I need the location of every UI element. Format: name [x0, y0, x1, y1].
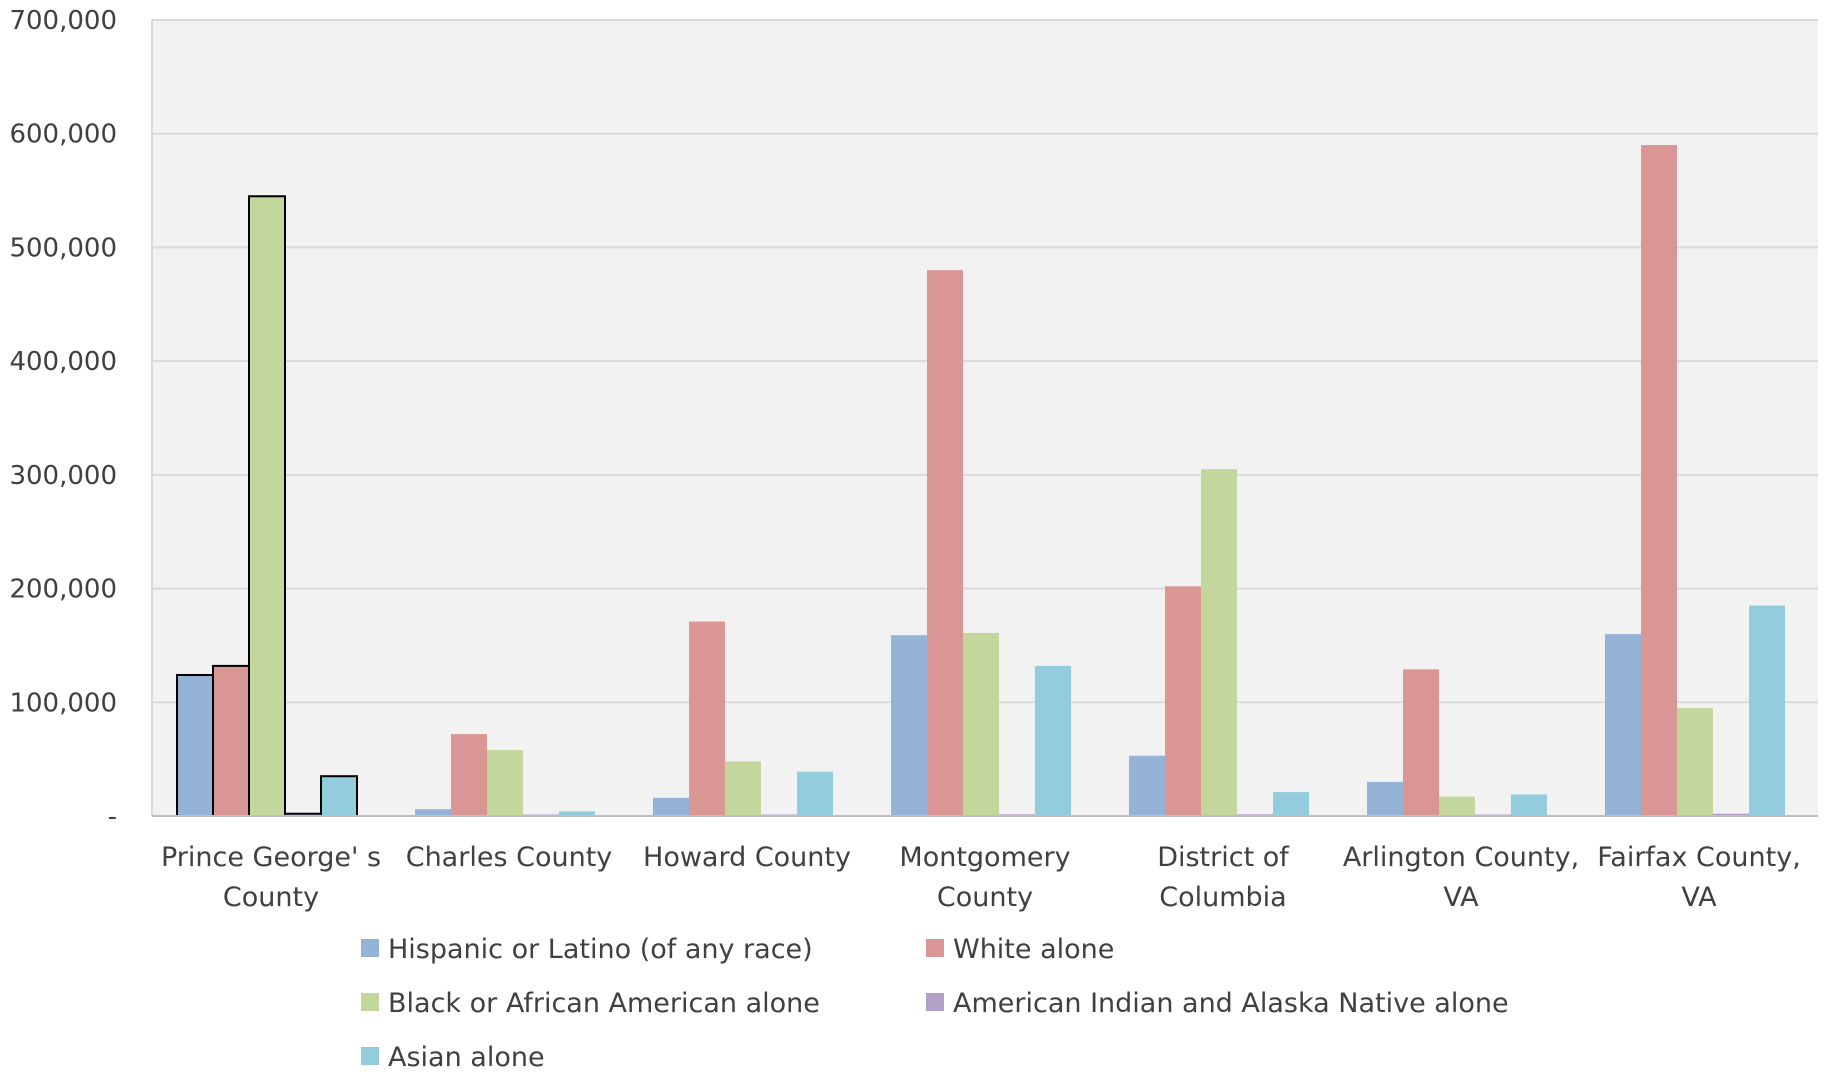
bar: [487, 750, 523, 816]
bar: [248, 195, 286, 817]
x-axis-ticks: Prince George' s County Charles County Howa…: [161, 842, 1801, 913]
bar: [1641, 145, 1677, 817]
y-tick-label: 700,000: [9, 6, 117, 36]
gridlines: [151, 19, 1818, 816]
x-tick-label: Charles County: [406, 842, 613, 873]
x-tick-label: Fairfax County,: [1597, 842, 1801, 873]
bar: [1713, 813, 1749, 816]
x-tick-label: Howard County: [643, 842, 851, 873]
y-tick-label: 300,000: [9, 461, 117, 491]
bar: [1605, 634, 1641, 816]
bar: [1749, 605, 1785, 816]
x-tick-label: Prince George' s: [161, 842, 381, 873]
legend-swatch: [361, 939, 379, 957]
bar: [212, 664, 250, 818]
bar: [1511, 794, 1547, 816]
x-tick-label: County: [223, 882, 319, 913]
bar: [451, 734, 487, 816]
y-tick-label: 600,000: [9, 120, 117, 150]
bar: [963, 632, 999, 816]
x-tick-label: Arlington County,: [1343, 842, 1579, 873]
bar: [1439, 796, 1475, 816]
bar: [176, 673, 214, 817]
legend-swatch: [361, 1047, 379, 1065]
x-tick-label: VA: [1443, 882, 1479, 913]
legend-swatch: [926, 993, 944, 1011]
legend-label: Asian alone: [388, 1042, 545, 1073]
legend-swatch: [926, 939, 944, 957]
bar: [1201, 469, 1237, 816]
bar: [559, 811, 595, 816]
y-tick-label: 100,000: [9, 688, 117, 718]
y-tick-label: 200,000: [9, 575, 117, 605]
y-tick-label: 500,000: [9, 233, 117, 263]
bar: [1403, 669, 1439, 816]
bar: [1367, 781, 1403, 816]
bar: [1677, 707, 1713, 816]
legend-label: White alone: [953, 934, 1114, 965]
legend: Hispanic or Latino (of any race) White al…: [361, 934, 1509, 1073]
bar: [725, 761, 761, 816]
bar: [1129, 755, 1165, 816]
x-tick-label: District of: [1157, 842, 1290, 873]
y-axis-ticks: - 100,000 200,000 300,000 400,000 500,000 600,…: [9, 6, 117, 832]
bar: [1165, 586, 1201, 816]
legend-label: Black or African American alone: [388, 988, 820, 1019]
bar: [320, 775, 358, 818]
bar: [797, 771, 833, 816]
x-tick-label: Montgomery: [899, 842, 1070, 873]
y-tick-label: -: [108, 802, 117, 832]
bar: [927, 270, 963, 817]
legend-label: American Indian and Alaska Native alone: [953, 988, 1509, 1019]
bars: [176, 145, 1785, 818]
x-tick-label: Columbia: [1159, 882, 1286, 913]
bar: [653, 797, 689, 816]
bar: [1273, 792, 1309, 816]
bar: [415, 809, 451, 816]
bar: [891, 635, 927, 816]
bar: [689, 621, 725, 816]
y-tick-label: 400,000: [9, 347, 117, 377]
x-tick-label: County: [937, 882, 1033, 913]
legend-label: Hispanic or Latino (of any race): [388, 934, 813, 965]
x-tick-label: VA: [1681, 882, 1717, 913]
legend-swatch: [361, 993, 379, 1011]
bar: [1035, 665, 1071, 816]
